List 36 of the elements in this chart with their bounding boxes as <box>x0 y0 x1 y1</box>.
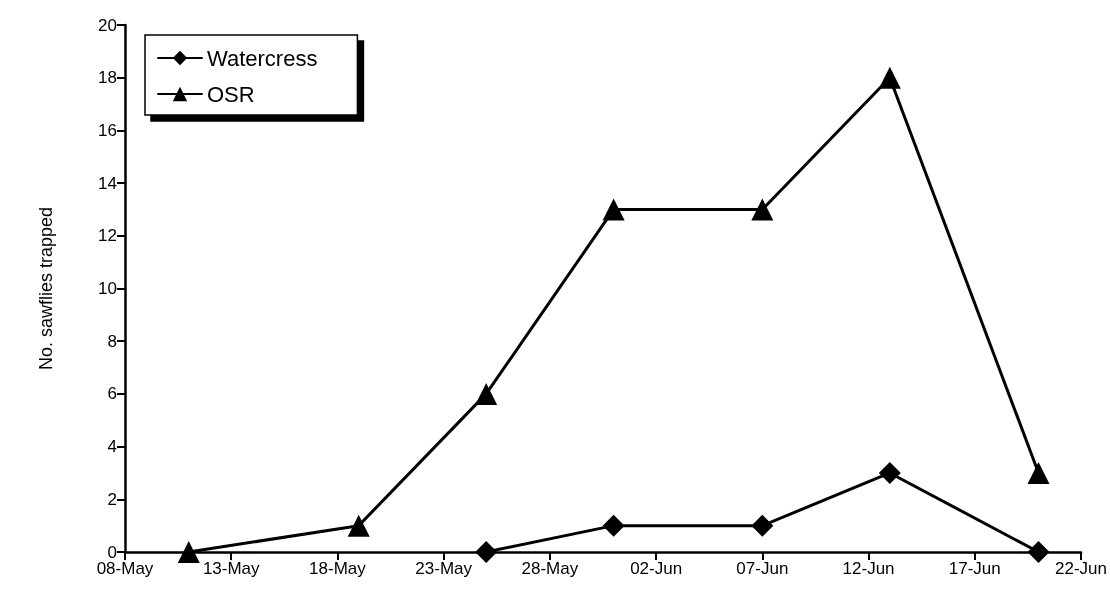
point <box>751 198 774 221</box>
y-tick-label: 18 <box>98 68 117 88</box>
x-tick-label: 18-May <box>309 559 367 578</box>
x-tick-label: 02-Jun <box>630 559 683 578</box>
point <box>751 514 774 537</box>
x-tick-label: 22-Jun <box>1055 559 1107 578</box>
point <box>602 514 625 537</box>
y-tick-label: 14 <box>98 173 117 193</box>
y-tick-label: 20 <box>98 15 117 35</box>
y-tick-label: 4 <box>107 437 117 457</box>
x-tick-label: 17-Jun <box>948 559 1001 578</box>
y-axis-title: No. sawflies trapped <box>36 206 56 371</box>
legend-label: Watercress <box>207 45 318 71</box>
point <box>602 198 625 221</box>
x-tick-label: 13-May <box>202 559 261 578</box>
point <box>347 514 370 537</box>
x-tick-label: 12-Jun <box>842 559 895 578</box>
y-tick-label: 16 <box>98 120 117 140</box>
x-tick-label: 23-May <box>415 559 473 578</box>
x-tick-label: 28-May <box>521 559 579 578</box>
x-tick-label: 07-Jun <box>736 559 789 578</box>
point <box>475 541 498 563</box>
y-tick-label: 2 <box>107 489 117 509</box>
point <box>878 461 901 484</box>
point <box>177 541 200 563</box>
y-tick-label: 6 <box>107 384 117 404</box>
point <box>1027 541 1050 563</box>
legend-label: OSR <box>207 81 255 107</box>
x-tick-label: 08-May <box>96 559 154 578</box>
y-tick-label: 8 <box>107 331 117 351</box>
point <box>878 66 901 89</box>
y-tick-label: 0 <box>107 542 117 562</box>
point <box>475 382 498 405</box>
y-tick-label: 10 <box>98 279 117 298</box>
y-tick-label: 12 <box>98 226 117 246</box>
point <box>1027 461 1050 484</box>
